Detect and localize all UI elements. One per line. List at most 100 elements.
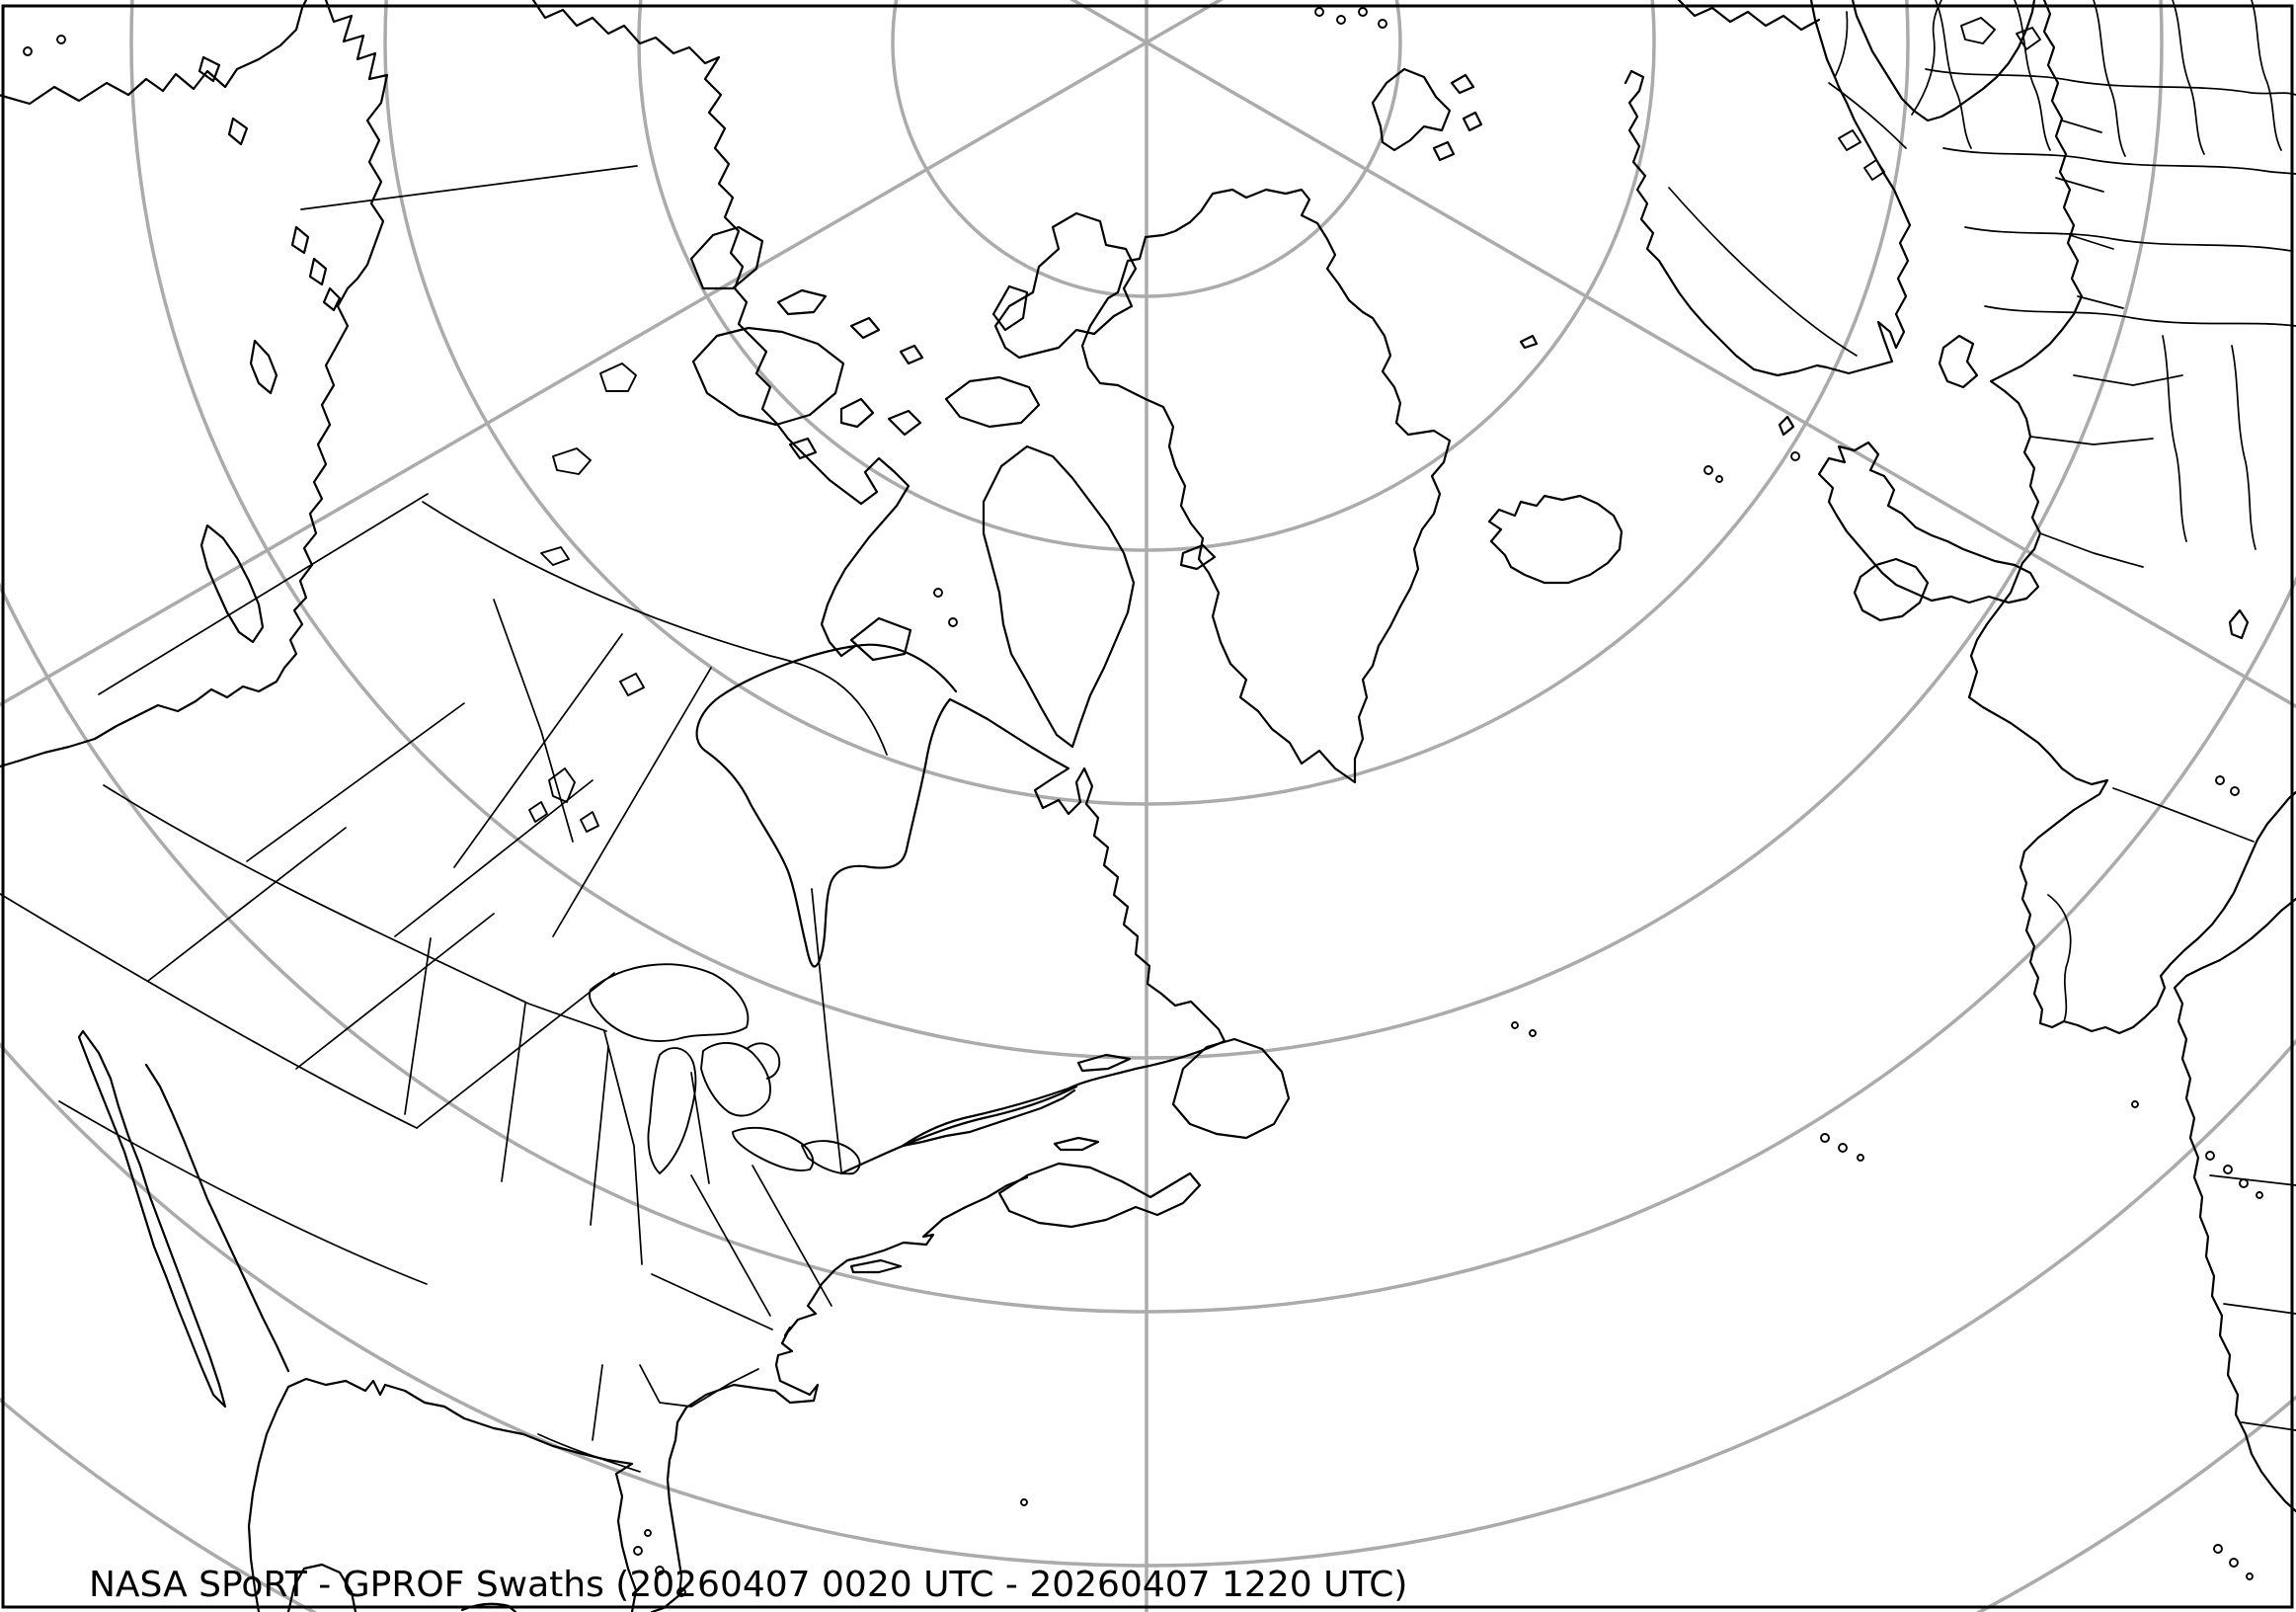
- island-devon: [944, 375, 1041, 429]
- border-us-states-southeast-1: [592, 1364, 603, 1441]
- island-denmark: [1938, 334, 1979, 389]
- lake-winnipeg: [528, 767, 599, 833]
- border-germany-2: [2073, 374, 2183, 386]
- island-banks: [689, 225, 764, 290]
- island-long-island: [849, 1258, 903, 1274]
- island-corsica: [2228, 608, 2250, 640]
- island-iceland: [1487, 494, 1623, 585]
- islet-franz-josef: [1378, 19, 1387, 29]
- border-russia-oblast-h2: [1942, 147, 2296, 175]
- border-us-states-midwest-2: [690, 1072, 710, 1184]
- border-canada-60n: [422, 501, 888, 756]
- coastline-kola: [1677, 0, 1821, 32]
- island-victoria: [691, 326, 845, 427]
- islet-canary: [2239, 1178, 2249, 1188]
- island-king-william: [788, 437, 818, 460]
- islet-franz-josef: [1358, 7, 1368, 17]
- islet-bermuda: [1020, 1498, 1028, 1506]
- border-us-states-v2: [501, 1003, 526, 1182]
- border-baltics-3: [2069, 234, 2114, 250]
- border-russia-oblast-v5: [2251, 0, 2282, 151]
- border-us-states-arc-1: [0, 893, 418, 1129]
- coastline-scandinavia-baltic-europe: [1623, 0, 2296, 1035]
- lake-great-bear: [599, 363, 637, 392]
- island-prince-edward: [1053, 1136, 1100, 1152]
- border-west-sahara: [2223, 1303, 2296, 1315]
- island-jan-mayen: [1519, 334, 1539, 350]
- islet-aleutian: [23, 46, 33, 56]
- border-ontario-quebec: [811, 888, 842, 1172]
- island-baffin: [982, 444, 1136, 749]
- coastline-gulf-of-california: [144, 1063, 290, 1373]
- coastline-greenland: [1080, 188, 1452, 784]
- border-us-states-southeast-2: [639, 1364, 759, 1408]
- islet-franz-josef: [1336, 15, 1346, 25]
- lake-great-slave: [552, 447, 592, 475]
- islet-azores-west: [1511, 1021, 1519, 1029]
- island-disko: [1179, 543, 1217, 571]
- islet-balearic: [2215, 775, 2225, 785]
- coastline-st-lawrence-river: [839, 1085, 1078, 1175]
- border-russia-oblast-v4: [2172, 0, 2205, 155]
- islet-bahamas: [633, 1546, 643, 1556]
- islands-haida-gwaii: [249, 339, 278, 395]
- island-bathurst: [849, 316, 881, 340]
- border-us-states-r3: [295, 913, 495, 1070]
- islet-azores: [1838, 1143, 1848, 1153]
- coastline-hudson-bay-labrador: [695, 643, 1227, 1043]
- islet-canary: [2223, 1165, 2233, 1174]
- border-portugal-spain: [2047, 894, 2072, 1022]
- islet-canary: [2205, 1151, 2215, 1161]
- lake-reindeer: [619, 673, 645, 696]
- coastline-arctic-mainland: [531, 0, 910, 658]
- border-france-spain: [2112, 787, 2255, 843]
- coastline-alaska-panhandle: [324, 0, 389, 290]
- border-us-states-midwest-3: [651, 1273, 773, 1330]
- border-appalachia-2: [752, 1165, 832, 1307]
- border-us-states-v3: [590, 1046, 609, 1226]
- border-norway-sweden-north: [1828, 82, 1907, 149]
- islet-bahamas: [644, 1529, 652, 1537]
- islet-cape-verde: [2246, 1572, 2254, 1580]
- border-appalachia-1: [690, 1174, 771, 1317]
- islet-canary: [2256, 1191, 2263, 1199]
- islet-franz-josef: [1314, 7, 1324, 17]
- islet-cape-verde: [2213, 1544, 2223, 1554]
- border-russia-oblast-v3: [2093, 0, 2126, 157]
- islet-madeira: [2131, 1100, 2139, 1108]
- island-axel-heiberg: [991, 284, 1029, 332]
- islands-shetland-orkney: [1778, 415, 1795, 437]
- lakes: [528, 17, 2041, 1175]
- islet-azores-west: [1529, 1029, 1537, 1037]
- island-newfoundland: [1171, 1037, 1291, 1140]
- lake-erie: [732, 1126, 815, 1171]
- border-us-states-midwest-1: [603, 1030, 643, 1265]
- island-ireland: [1853, 557, 1930, 622]
- border-baltics-1: [2061, 120, 2102, 133]
- coastline-alaska-gulf: [0, 0, 308, 106]
- islet-foxe: [933, 588, 943, 598]
- border-poland-1: [2077, 295, 2124, 309]
- border-russia-oblast-v7: [2231, 345, 2256, 550]
- lake-ontario: [801, 1140, 861, 1175]
- border-mauritania: [2241, 1421, 2296, 1431]
- lake-superior: [589, 963, 750, 1042]
- border-germany-1: [2029, 436, 2154, 445]
- islet-azores: [1857, 1154, 1864, 1162]
- islands-svalbard: [1371, 67, 1483, 162]
- border-norway-sweden: [1668, 187, 1858, 357]
- islet-balearic: [2230, 786, 2240, 796]
- coastline-us-east-gulf-mexico: [247, 1175, 1029, 1612]
- islet-orkney: [1790, 451, 1800, 461]
- islet-azores: [1820, 1133, 1830, 1143]
- peninsula-baja: [77, 1029, 227, 1409]
- island-somerset: [887, 409, 922, 437]
- small-islands: [23, 7, 2263, 1597]
- lake-huron: [700, 1042, 781, 1117]
- island-cornwallis: [899, 344, 924, 365]
- island-anticosti: [1076, 1053, 1132, 1073]
